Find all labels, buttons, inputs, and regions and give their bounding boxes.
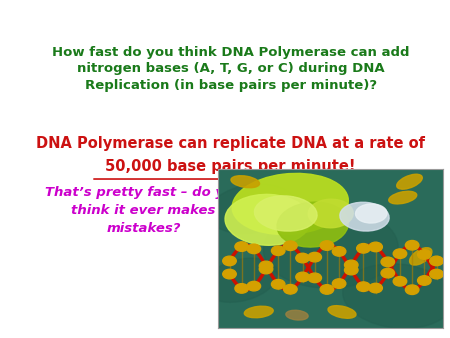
Circle shape [357, 282, 370, 291]
Circle shape [418, 276, 431, 285]
Circle shape [405, 241, 419, 250]
Circle shape [320, 285, 333, 294]
Circle shape [369, 283, 382, 293]
Circle shape [296, 272, 309, 282]
Text: 50,000 base pairs per minute!: 50,000 base pairs per minute! [105, 159, 356, 174]
Circle shape [296, 253, 309, 263]
Circle shape [405, 285, 419, 294]
Ellipse shape [397, 174, 422, 189]
Text: DNA Polymerase can replicate DNA at a rate of: DNA Polymerase can replicate DNA at a ra… [36, 136, 425, 150]
Ellipse shape [225, 194, 310, 245]
Text: That’s pretty fast – do you
think it ever makes
mistakes?: That’s pretty fast – do you think it eve… [45, 186, 242, 235]
Text: How fast do you think DNA Polymerase can add
nitrogen bases (A, T, G, or C) duri: How fast do you think DNA Polymerase can… [52, 46, 410, 92]
Ellipse shape [328, 306, 356, 318]
Ellipse shape [343, 264, 450, 329]
Ellipse shape [204, 258, 278, 302]
Circle shape [333, 279, 346, 288]
Ellipse shape [254, 196, 317, 231]
Circle shape [393, 276, 407, 286]
Circle shape [381, 257, 395, 267]
Ellipse shape [410, 248, 432, 265]
Circle shape [381, 268, 395, 278]
Ellipse shape [208, 184, 296, 234]
Circle shape [235, 242, 248, 251]
Circle shape [271, 246, 285, 256]
Ellipse shape [356, 204, 387, 223]
Circle shape [284, 241, 297, 250]
Circle shape [223, 256, 236, 266]
Circle shape [247, 281, 261, 291]
Circle shape [308, 252, 321, 262]
Circle shape [345, 265, 358, 275]
Circle shape [393, 249, 407, 259]
Circle shape [259, 261, 273, 271]
Circle shape [247, 244, 261, 254]
Circle shape [345, 260, 358, 270]
Circle shape [430, 269, 443, 279]
Circle shape [320, 241, 333, 250]
Circle shape [369, 242, 382, 252]
Circle shape [430, 256, 443, 266]
Ellipse shape [263, 209, 398, 288]
Circle shape [271, 280, 285, 289]
Circle shape [333, 247, 346, 256]
Ellipse shape [286, 310, 308, 320]
Circle shape [357, 244, 370, 253]
Ellipse shape [389, 191, 417, 204]
Circle shape [284, 285, 297, 294]
Ellipse shape [232, 173, 348, 235]
Circle shape [223, 269, 236, 279]
Circle shape [418, 250, 431, 259]
Ellipse shape [308, 199, 353, 228]
Ellipse shape [244, 306, 273, 318]
Ellipse shape [340, 202, 389, 231]
Circle shape [308, 273, 321, 283]
Ellipse shape [277, 202, 348, 247]
Ellipse shape [231, 176, 260, 188]
Circle shape [235, 284, 248, 293]
Circle shape [259, 264, 273, 274]
